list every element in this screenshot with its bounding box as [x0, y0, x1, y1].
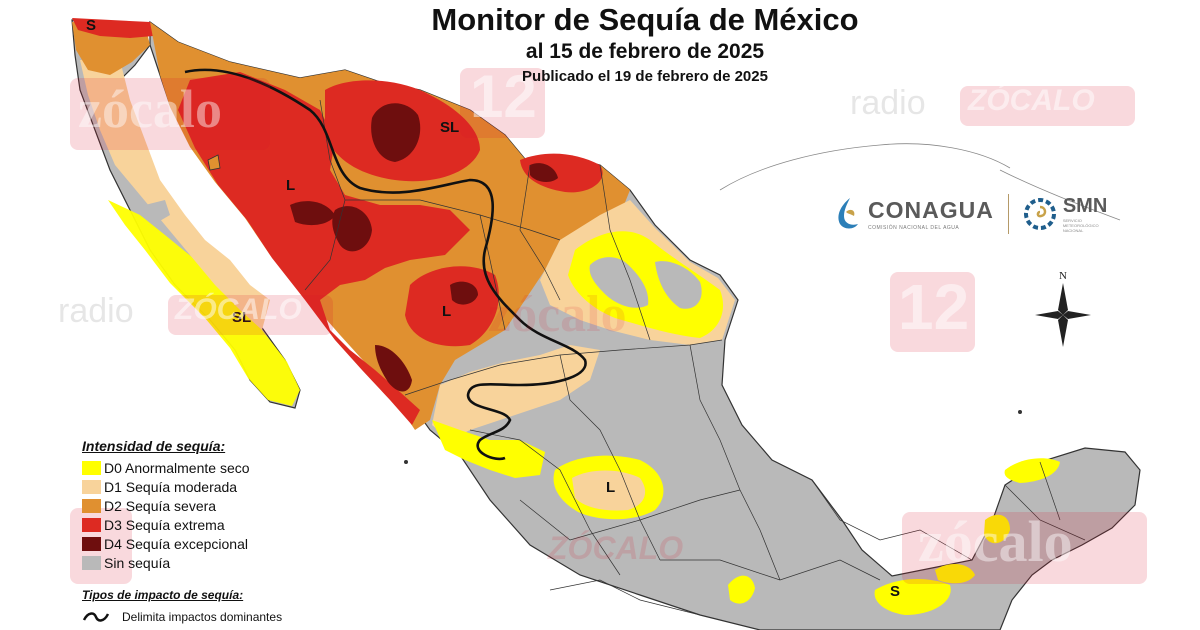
legend-swatch-d4: [82, 536, 101, 551]
impact-line-label: Delimita impactos dominantes: [122, 610, 283, 624]
smn-subtitle-3: NACIONAL: [1062, 228, 1084, 233]
watermark-zocalo-mid: zócalo: [488, 286, 627, 343]
label-l-sonora: L: [286, 177, 295, 194]
sonora-d4: [290, 201, 335, 226]
northeast-gray-2: [655, 261, 702, 309]
impact-line-icon: [82, 612, 110, 622]
baja-d0: [108, 200, 300, 406]
legend-swatch-d1: [82, 479, 101, 494]
watermark-box-top-left: [70, 78, 270, 150]
watermark-12-box-right: [890, 272, 975, 352]
baja-d3: [72, 18, 165, 38]
durango-d3: [405, 266, 499, 347]
island-2: [404, 460, 408, 464]
legend-title: Intensidad de sequía:: [82, 438, 226, 454]
smn-subtitle-1: SERVICIO: [1062, 218, 1082, 223]
title-block: Monitor de Sequía de México al 15 de feb…: [330, 2, 960, 85]
watermark-zocalo-bottom-right: zócalo: [918, 509, 1073, 574]
watermark-12-box-top: [460, 68, 545, 138]
watermark-radio-top-right: radio: [850, 84, 926, 122]
conagua-name: CONAGUA: [868, 197, 994, 223]
watermark-box-bottom-left: [70, 508, 132, 584]
smn-name: SMN: [1062, 195, 1108, 217]
chihuahua-d4: [371, 103, 421, 162]
label-s-south: S: [890, 583, 900, 600]
central-d0: [432, 420, 545, 478]
sinaloa-d4: [375, 345, 412, 392]
legend-item-d3: D3 Sequía extrema: [82, 515, 382, 534]
watermark-12-top: 12: [470, 63, 537, 130]
state-borders: [304, 99, 1086, 616]
legend-item-d1: D1 Sequía moderada: [82, 477, 382, 496]
legend-swatch-none: [82, 555, 101, 570]
yucatan-d0: [1004, 458, 1060, 483]
watermark-12-right: 12: [898, 271, 970, 343]
north-arrow: N: [1035, 270, 1091, 347]
watermark-zocalo-box-bottom-right: [902, 512, 1147, 584]
sonora-d4-2: [332, 206, 372, 252]
island-3: [1018, 410, 1022, 414]
legend-label-d4: D4 Sequía excepcional: [104, 535, 248, 552]
impact-title: Tipos de impacto de sequía:: [82, 588, 244, 602]
legend-swatch-d2: [82, 498, 101, 513]
logos: CONAGUA COMISIÓN NACIONAL DEL AGUA SMN S…: [832, 190, 1142, 238]
yucatan-d0-2: [984, 514, 1010, 544]
legend-label-d3: D3 Sequía extrema: [104, 516, 225, 533]
watermark-zocalo-top-right: ZÓCALO: [968, 84, 1095, 117]
legend-label-none: Sin sequía: [104, 554, 171, 571]
legend-item-d0: D0 Anormalmente seco: [82, 458, 382, 477]
impact-item: Delimita impactos dominantes: [82, 610, 382, 624]
watermark-zocalo-bottom-center: ZÓCALO: [548, 530, 684, 566]
south-d0-1: [728, 575, 755, 604]
label-s-nw: S: [86, 17, 96, 34]
conagua-logo: CONAGUA COMISIÓN NACIONAL DEL AGUA: [832, 194, 994, 234]
legend-item-d2: D2 Sequía severa: [82, 496, 382, 515]
ne-d4: [530, 163, 558, 182]
conagua-subtitle: COMISIÓN NACIONAL DEL AGUA: [868, 225, 960, 231]
legend-swatch-d0: [82, 460, 101, 475]
south-d0-2: [874, 578, 951, 615]
northeast-gray: [589, 257, 649, 308]
legend-swatch-d3: [82, 517, 101, 532]
watermark-zocalo-mid-left: ZÓCALO: [175, 293, 302, 326]
legend-item-none: Sin sequía: [82, 553, 382, 572]
smn-icon: [1023, 198, 1056, 230]
baja-gray: [145, 200, 170, 222]
label-l-center: L: [606, 479, 615, 496]
legend-label-d2: D2 Sequía severa: [104, 497, 217, 514]
legend: Intensidad de sequía: D0 Anormalmente se…: [82, 438, 382, 624]
legend-label-d0: D0 Anormalmente seco: [104, 459, 250, 476]
us-coastline: [719, 143, 1121, 221]
label-l-chihuahua: L: [442, 303, 451, 320]
watermark-radio-mid-left: radio: [58, 292, 134, 330]
legend-item-d4: D4 Sequía excepcional: [82, 534, 382, 553]
impact-boundary-line: [184, 68, 587, 461]
logo-divider: [1007, 194, 1009, 234]
watermark-zocalo-top-left: zócalo: [78, 79, 222, 139]
island-1: [207, 154, 221, 171]
published-date: Publicado el 19 de febrero de 2025: [522, 68, 768, 85]
legend-label-d1: D1 Sequía moderada: [104, 478, 238, 495]
label-sl-north: SL: [440, 119, 459, 136]
smn-logo: SMN SERVICIO METEOROLÓGICO NACIONAL: [1023, 195, 1107, 233]
conagua-icon: [838, 198, 858, 229]
durango-d4: [450, 281, 478, 305]
central-d1: [432, 345, 600, 440]
page-subtitle: al 15 de febrero de 2025: [525, 40, 765, 63]
watermark-zocalo-box-top-right: [960, 86, 1135, 126]
north-arrow-label: N: [1059, 270, 1067, 282]
northwest-d3: [178, 72, 470, 425]
smn-subtitle-2: METEOROLÓGICO: [1062, 223, 1099, 228]
baja-d1: [80, 60, 270, 330]
label-sl-baja: SL: [232, 309, 251, 326]
watermark-zocalo-box-mid-left: [168, 295, 333, 335]
page-title: Monitor de Sequía de México: [431, 2, 859, 37]
south-d0-3: [935, 563, 975, 584]
center-d1: [572, 470, 646, 511]
